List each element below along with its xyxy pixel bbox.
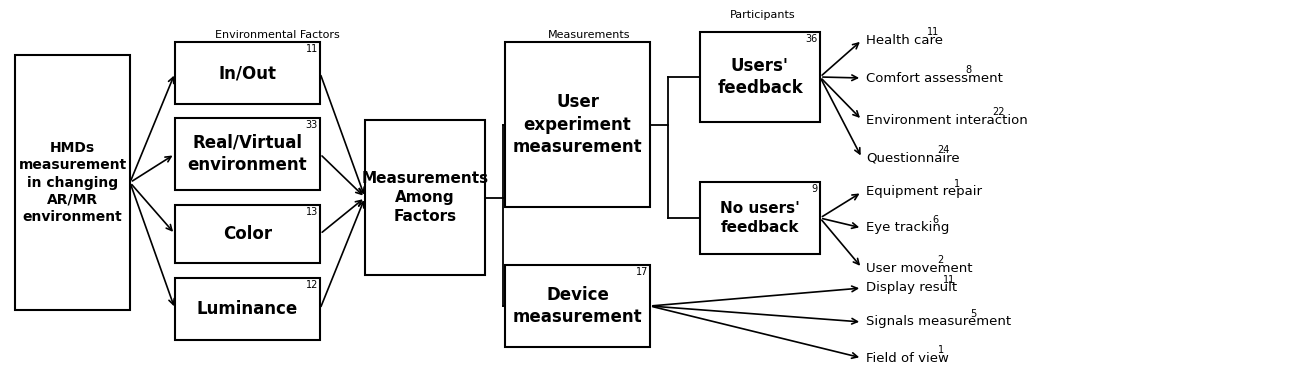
Bar <box>176 278 320 340</box>
Text: 11: 11 <box>927 27 939 37</box>
Bar <box>504 42 650 207</box>
Text: 6: 6 <box>932 215 939 225</box>
Text: 17: 17 <box>636 267 647 277</box>
Bar <box>176 118 320 190</box>
Text: In/Out: In/Out <box>218 64 277 82</box>
Bar <box>699 182 820 254</box>
Text: 11: 11 <box>942 275 956 285</box>
Text: Signals measurement: Signals measurement <box>866 316 1011 329</box>
Text: Eye tracking: Eye tracking <box>866 221 949 234</box>
Text: User
experiment
measurement: User experiment measurement <box>512 93 642 156</box>
Text: Field of view: Field of view <box>866 352 949 365</box>
Bar <box>176 205 320 263</box>
Bar <box>504 265 650 347</box>
Text: HMDs
measurement
in changing
AR/MR
environment: HMDs measurement in changing AR/MR envir… <box>18 141 126 224</box>
Text: 5: 5 <box>971 309 976 319</box>
Text: 9: 9 <box>812 184 818 194</box>
Text: Equipment repair: Equipment repair <box>866 185 982 198</box>
Text: Comfort assessment: Comfort assessment <box>866 72 1002 85</box>
Text: 33: 33 <box>306 120 318 130</box>
Text: Measurements
Among
Factors: Measurements Among Factors <box>361 172 489 224</box>
Text: 22: 22 <box>992 107 1005 117</box>
Text: 1: 1 <box>954 179 961 189</box>
Text: Health care: Health care <box>866 33 942 46</box>
Text: No users'
feedback: No users' feedback <box>720 201 800 235</box>
Bar <box>16 55 130 310</box>
Text: Display result: Display result <box>866 282 957 295</box>
Text: User movement: User movement <box>866 262 972 275</box>
Text: 12: 12 <box>306 280 318 290</box>
Text: Color: Color <box>222 225 272 243</box>
Text: 2: 2 <box>937 255 944 265</box>
Text: 1: 1 <box>937 345 944 355</box>
Bar <box>699 32 820 122</box>
Text: Participants: Participants <box>731 10 796 20</box>
Text: 11: 11 <box>306 44 318 54</box>
Bar <box>365 120 485 275</box>
Text: Environment interaction: Environment interaction <box>866 113 1028 126</box>
Text: Users'
feedback: Users' feedback <box>718 57 803 97</box>
Text: Environmental Factors: Environmental Factors <box>214 30 339 40</box>
Text: 24: 24 <box>937 145 950 155</box>
Text: Device
measurement: Device measurement <box>512 286 642 326</box>
Text: 8: 8 <box>965 65 971 75</box>
Text: Luminance: Luminance <box>196 300 298 318</box>
Text: Measurements: Measurements <box>549 30 630 40</box>
Bar <box>176 42 320 104</box>
Text: Real/Virtual
environment: Real/Virtual environment <box>187 134 307 174</box>
Text: 13: 13 <box>306 207 318 217</box>
Text: 36: 36 <box>806 34 818 44</box>
Text: Questionnaire: Questionnaire <box>866 152 959 165</box>
